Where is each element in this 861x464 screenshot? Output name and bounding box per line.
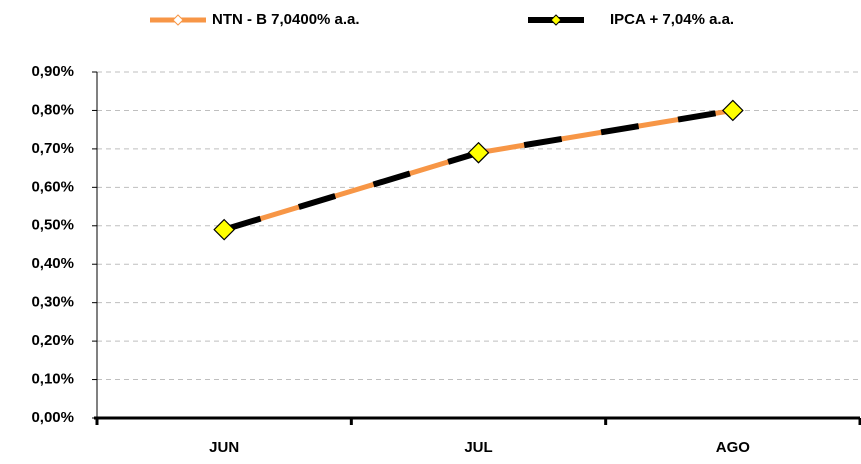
series-line bbox=[223, 107, 734, 233]
x-tick-label: AGO bbox=[716, 439, 751, 456]
y-tick-label: 0,40% bbox=[31, 255, 74, 272]
y-tick-label: 0,60% bbox=[31, 178, 74, 195]
legend-label: IPCA + 7,04% a.a. bbox=[610, 11, 734, 28]
legend-label: NTN - B 7,0400% a.a. bbox=[212, 11, 360, 28]
x-tick-label: JUL bbox=[464, 439, 492, 456]
legend-marker bbox=[550, 14, 562, 26]
y-tick-label: 0,90% bbox=[31, 63, 74, 80]
y-tick-label: 0,00% bbox=[31, 409, 74, 426]
series-marker bbox=[467, 141, 490, 164]
x-tick-label: JUN bbox=[209, 439, 239, 456]
y-tick-label: 0,70% bbox=[31, 140, 74, 157]
y-tick-label: 0,10% bbox=[31, 371, 74, 388]
y-tick-label: 0,80% bbox=[31, 101, 74, 118]
y-tick-label: 0,30% bbox=[31, 294, 74, 311]
legend-marker bbox=[172, 14, 184, 26]
y-tick-label: 0,20% bbox=[31, 332, 74, 349]
y-tick-label: 0,50% bbox=[31, 217, 74, 234]
series-marker bbox=[213, 218, 236, 241]
series-marker bbox=[721, 99, 744, 122]
series-line bbox=[223, 107, 734, 233]
